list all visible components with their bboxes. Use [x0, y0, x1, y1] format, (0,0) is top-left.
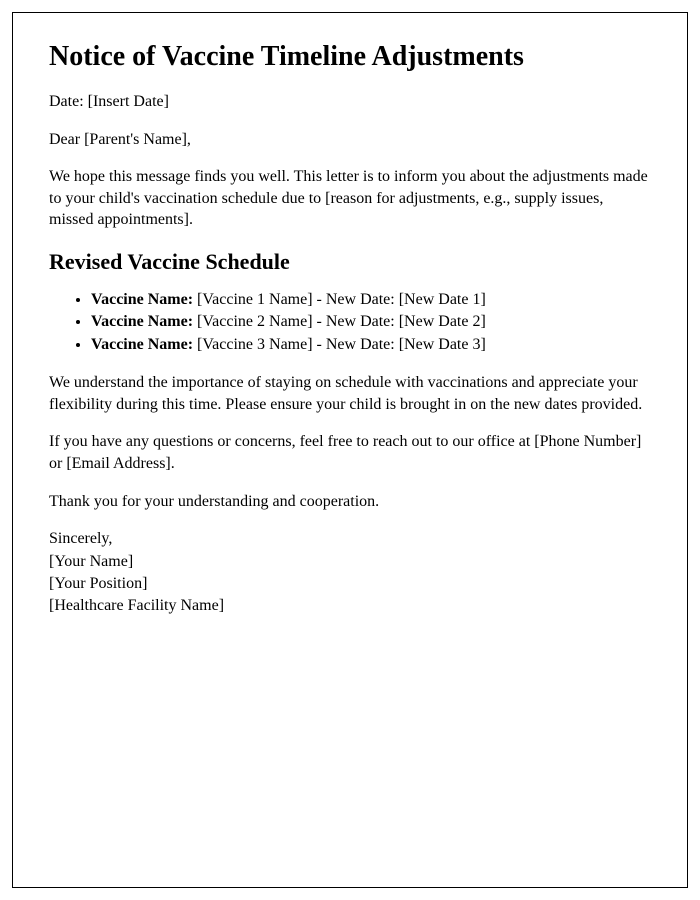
vaccine-detail: [Vaccine 2 Name] - New Date: [New Date 2…	[193, 313, 486, 330]
date-line: Date: [Insert Date]	[49, 91, 651, 113]
intro-paragraph: We hope this message finds you well. Thi…	[49, 166, 651, 231]
signature-block: Sincerely, [Your Name] [Your Position] […	[49, 528, 651, 618]
facility-name: [Healthcare Facility Name]	[49, 595, 651, 617]
document-title: Notice of Vaccine Timeline Adjustments	[49, 41, 651, 73]
vaccine-label: Vaccine Name:	[91, 336, 193, 353]
list-item: Vaccine Name: [Vaccine 2 Name] - New Dat…	[91, 311, 651, 333]
signer-name: [Your Name]	[49, 551, 651, 573]
closing: Sincerely,	[49, 528, 651, 550]
schedule-heading: Revised Vaccine Schedule	[49, 249, 651, 275]
understanding-paragraph: We understand the importance of staying …	[49, 372, 651, 415]
vaccine-detail: [Vaccine 1 Name] - New Date: [New Date 1…	[193, 291, 486, 308]
vaccine-detail: [Vaccine 3 Name] - New Date: [New Date 3…	[193, 336, 486, 353]
list-item: Vaccine Name: [Vaccine 3 Name] - New Dat…	[91, 334, 651, 356]
thanks-paragraph: Thank you for your understanding and coo…	[49, 491, 651, 513]
list-item: Vaccine Name: [Vaccine 1 Name] - New Dat…	[91, 289, 651, 311]
vaccine-list: Vaccine Name: [Vaccine 1 Name] - New Dat…	[91, 289, 651, 356]
vaccine-label: Vaccine Name:	[91, 291, 193, 308]
contact-paragraph: If you have any questions or concerns, f…	[49, 431, 651, 474]
salutation: Dear [Parent's Name],	[49, 129, 651, 151]
signer-position: [Your Position]	[49, 573, 651, 595]
vaccine-label: Vaccine Name:	[91, 313, 193, 330]
document-container: Notice of Vaccine Timeline Adjustments D…	[12, 12, 688, 888]
